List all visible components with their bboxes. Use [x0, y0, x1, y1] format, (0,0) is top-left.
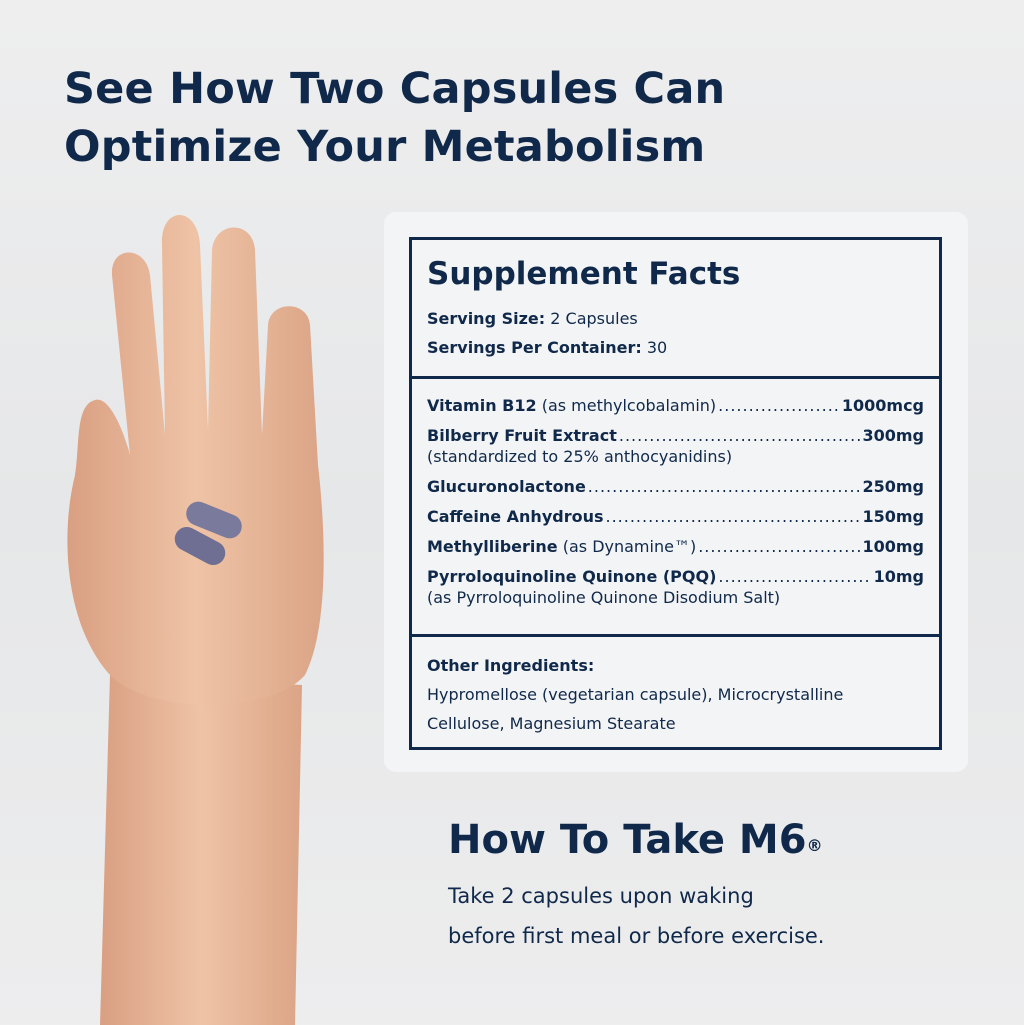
- headline: See How Two Capsules Can Optimize Your M…: [64, 60, 725, 176]
- ingredient-row: Vitamin B12 (as methylcobalamin) 1000mcg: [427, 391, 924, 421]
- ingredient-row: Methylliberine (as Dynamine™) 100mg: [427, 532, 924, 562]
- ingredient-amount: 10mg: [873, 567, 924, 586]
- ingredient-amount: 100mg: [862, 537, 924, 556]
- ingredient-row: Caffeine Anhydrous 150mg: [427, 502, 924, 532]
- servings-per-container: Servings Per Container: 30: [427, 333, 924, 362]
- ingredient-amount: 150mg: [862, 507, 924, 526]
- serving-size: Serving Size: 2 Capsules: [427, 304, 924, 333]
- ingredient-amount: 1000mcg: [841, 396, 924, 415]
- other-ingredients-text: Hypromellose (vegetarian capsule), Micro…: [427, 685, 844, 733]
- ingredient-name: Methylliberine: [427, 537, 558, 556]
- how-to-title-text: How To Take M6: [448, 817, 807, 863]
- ingredient-note: (as methylcobalamin): [541, 396, 717, 415]
- ingredient-name: Caffeine Anhydrous: [427, 507, 604, 526]
- ingredient-row: Pyrroloquinoline Quinone (PQQ) 10mg: [427, 562, 924, 592]
- ingredient-name: Pyrroloquinoline Quinone (PQQ): [427, 567, 717, 586]
- registered-mark: ®: [806, 836, 823, 855]
- ingredient-subnote: (as Pyrroloquinoline Quinone Disodium Sa…: [427, 588, 781, 607]
- how-to-title: How To Take M6®: [448, 810, 824, 870]
- other-ingredients-section: Other Ingredients: Hypromellose (vegetar…: [412, 637, 939, 752]
- ingredient-row: Glucuronolactone 250mg: [427, 472, 924, 502]
- ingredient-name: Glucuronolactone: [427, 477, 586, 496]
- ingredient-row: Bilberry Fruit Extract 300mg: [427, 421, 924, 451]
- headline-line-2: Optimize Your Metabolism: [64, 122, 706, 172]
- supplement-facts-panel: Supplement Facts Serving Size: 2 Capsule…: [409, 237, 942, 750]
- facts-title: Supplement Facts: [427, 256, 741, 292]
- capsule-2: [174, 526, 226, 566]
- ingredient-name: Vitamin B12: [427, 396, 537, 415]
- instruction-line-1: Take 2 capsules upon waking: [448, 884, 754, 908]
- how-to-instructions: Take 2 capsules upon waking before first …: [448, 876, 824, 956]
- ingredient-amount: 250mg: [862, 477, 924, 496]
- serving-size-label: Serving Size:: [427, 309, 546, 328]
- headline-line-1: See How Two Capsules Can: [64, 64, 726, 114]
- ingredient-amount: 300mg: [862, 426, 924, 445]
- capsule-1: [186, 501, 242, 539]
- hand-with-capsules-image: [67, 215, 324, 1025]
- serving-section: Supplement Facts Serving Size: 2 Capsule…: [412, 240, 939, 379]
- ingredient-subnote: (standardized to 25% anthocyanidins): [427, 447, 733, 466]
- serving-size-value: 2 Capsules: [550, 309, 638, 328]
- servings-value: 30: [646, 338, 668, 357]
- ingredients-section: Vitamin B12 (as methylcobalamin)1000mcg …: [412, 379, 939, 637]
- ingredient-note: (as Dynamine™): [562, 537, 697, 556]
- how-to-take-section: How To Take M6® Take 2 capsules upon wak…: [448, 810, 824, 956]
- other-ingredients-label: Other Ingredients:: [427, 656, 595, 675]
- servings-label: Servings Per Container:: [427, 338, 642, 357]
- ingredient-name: Bilberry Fruit Extract: [427, 426, 617, 445]
- instruction-line-2: before first meal or before exercise.: [448, 924, 825, 948]
- supplement-facts-card: Supplement Facts Serving Size: 2 Capsule…: [384, 212, 968, 772]
